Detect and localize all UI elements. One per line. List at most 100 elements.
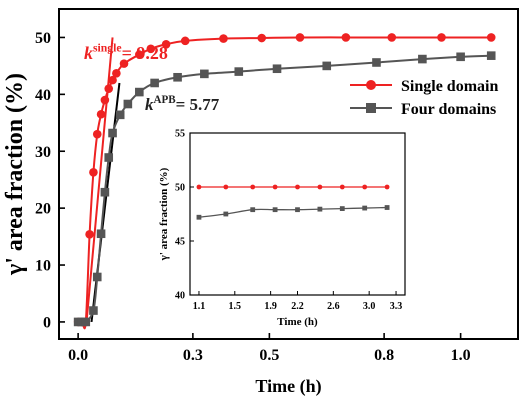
main-point-circle — [92, 129, 102, 139]
inset-point-square — [384, 205, 390, 210]
main-point-square — [92, 272, 102, 282]
main-point-square — [322, 61, 332, 71]
inset-x-axis-title: Time (h) — [277, 316, 318, 328]
inset-x-tick-label: 1.1 — [193, 301, 206, 312]
inset-x-tick-label: 2.2 — [291, 301, 304, 312]
main-point-square — [486, 51, 496, 60]
inset-point-square — [196, 214, 202, 220]
inset-x-tick-label: 3.3 — [390, 301, 403, 312]
rate-value: = 5.77 — [176, 95, 220, 114]
main-point-square — [456, 52, 465, 62]
inset-point-square — [250, 207, 256, 213]
inset-point-circle — [317, 184, 323, 190]
main-point-square — [108, 128, 117, 138]
main-point-circle — [219, 34, 228, 43]
inset-point-square — [339, 206, 345, 211]
main-point-circle — [85, 230, 94, 239]
main-y-tick-label: 50 — [35, 30, 51, 47]
main-point-circle — [437, 33, 446, 42]
inset-point-square — [295, 207, 300, 213]
inset-point-circle — [196, 184, 202, 190]
main-point-square — [234, 67, 244, 76]
main-point-circle — [146, 44, 156, 54]
inset-y-axis-title: γ' area fraction (%) — [158, 167, 170, 261]
legend: Single domain Four domains — [350, 78, 498, 118]
main-x-tick-label: 0.3 — [183, 347, 203, 364]
rate-value: = 9.28 — [122, 43, 168, 63]
main-y-tick-label: 30 — [35, 144, 51, 161]
inset-x-tick-label: 2.6 — [327, 301, 340, 312]
main-point-square — [135, 87, 144, 97]
main-point-square — [100, 187, 110, 197]
main-point-circle — [89, 167, 98, 177]
main-x-tick-label: 0.5 — [259, 347, 279, 364]
main-point-circle — [108, 75, 117, 85]
legend-label: Four domains — [401, 101, 496, 118]
inset-point-circle — [362, 184, 368, 190]
main-x-axis-title: Time (h) — [255, 376, 321, 397]
main-point-square — [150, 78, 159, 88]
rate-superscript: single — [93, 41, 122, 54]
main-point-square — [89, 306, 98, 315]
main-y-tick-label: 10 — [35, 258, 51, 275]
main-x-tick-label: 1.0 — [451, 347, 471, 364]
legend-marker-square — [366, 103, 376, 113]
inset-point-circle — [223, 184, 229, 190]
main-point-circle — [341, 33, 351, 42]
main-point-circle — [119, 59, 129, 68]
inset-point-square — [272, 207, 278, 213]
main-y-tick-label: 40 — [35, 87, 51, 104]
main-point-square — [173, 72, 182, 82]
main-point-circle — [112, 68, 121, 78]
inset-point-square — [317, 206, 323, 212]
inset-point-circle — [250, 184, 256, 190]
legend-marker-circle — [366, 80, 376, 90]
main-point-circle — [180, 36, 190, 46]
main-x-tick-label: 0.0 — [68, 347, 88, 364]
inset-point-circle — [272, 184, 278, 190]
rate-annotation: kAPB= 5.77 — [145, 94, 220, 114]
main-point-circle — [161, 39, 171, 49]
main-y-axis-title: γ' area fraction (%) — [2, 73, 28, 276]
main-point-square — [272, 64, 282, 74]
main-y-tick-label: 0 — [43, 315, 51, 332]
inset-y-tick-label: 45 — [175, 237, 185, 248]
main-series-line — [78, 54, 492, 324]
inset-y-tick-label: 40 — [175, 291, 185, 302]
main-point-circle — [486, 33, 496, 42]
main-point-square — [81, 317, 91, 327]
main-point-square — [96, 229, 106, 239]
legend-label: Single domain — [401, 78, 498, 95]
inset-point-square — [362, 205, 368, 211]
main-point-circle — [257, 33, 267, 43]
rate-symbol: k — [145, 95, 154, 114]
rate-superscript: APB — [154, 94, 177, 106]
inset-y-tick-label: 55 — [175, 129, 185, 140]
rate-annotation: ksingle= 9.28 — [84, 41, 168, 63]
rate-symbol: k — [84, 43, 93, 63]
inset-point-circle — [295, 184, 300, 190]
main-point-square — [104, 153, 114, 162]
main-point-circle — [387, 33, 397, 42]
main-point-square — [372, 58, 381, 67]
inset-point-square — [223, 211, 229, 217]
main-x-tick-label: 0.8 — [374, 347, 394, 364]
main-point-square — [200, 69, 209, 79]
main-point-circle — [295, 33, 305, 42]
main-point-circle — [135, 50, 144, 59]
inset-x-tick-label: 1.5 — [229, 301, 242, 312]
main-point-square — [115, 110, 125, 120]
main-point-square — [123, 99, 133, 109]
main-point-circle — [104, 84, 114, 93]
inset-point-circle — [339, 184, 345, 190]
inset-point-circle — [384, 184, 390, 190]
main-y-tick-label: 20 — [35, 201, 51, 218]
main-point-circle — [100, 95, 110, 105]
main-point-circle — [96, 109, 106, 119]
inset-x-tick-label: 1.9 — [264, 301, 277, 312]
inset-x-tick-label: 3.0 — [363, 301, 376, 312]
inset-chart: 1.1 1.5 1.9 2.2 2.6 3.0 3.3 40 45 50 55 Time (h) γ' … — [158, 129, 406, 328]
inset-y-tick-label: 50 — [175, 183, 185, 194]
main-point-square — [418, 54, 427, 64]
